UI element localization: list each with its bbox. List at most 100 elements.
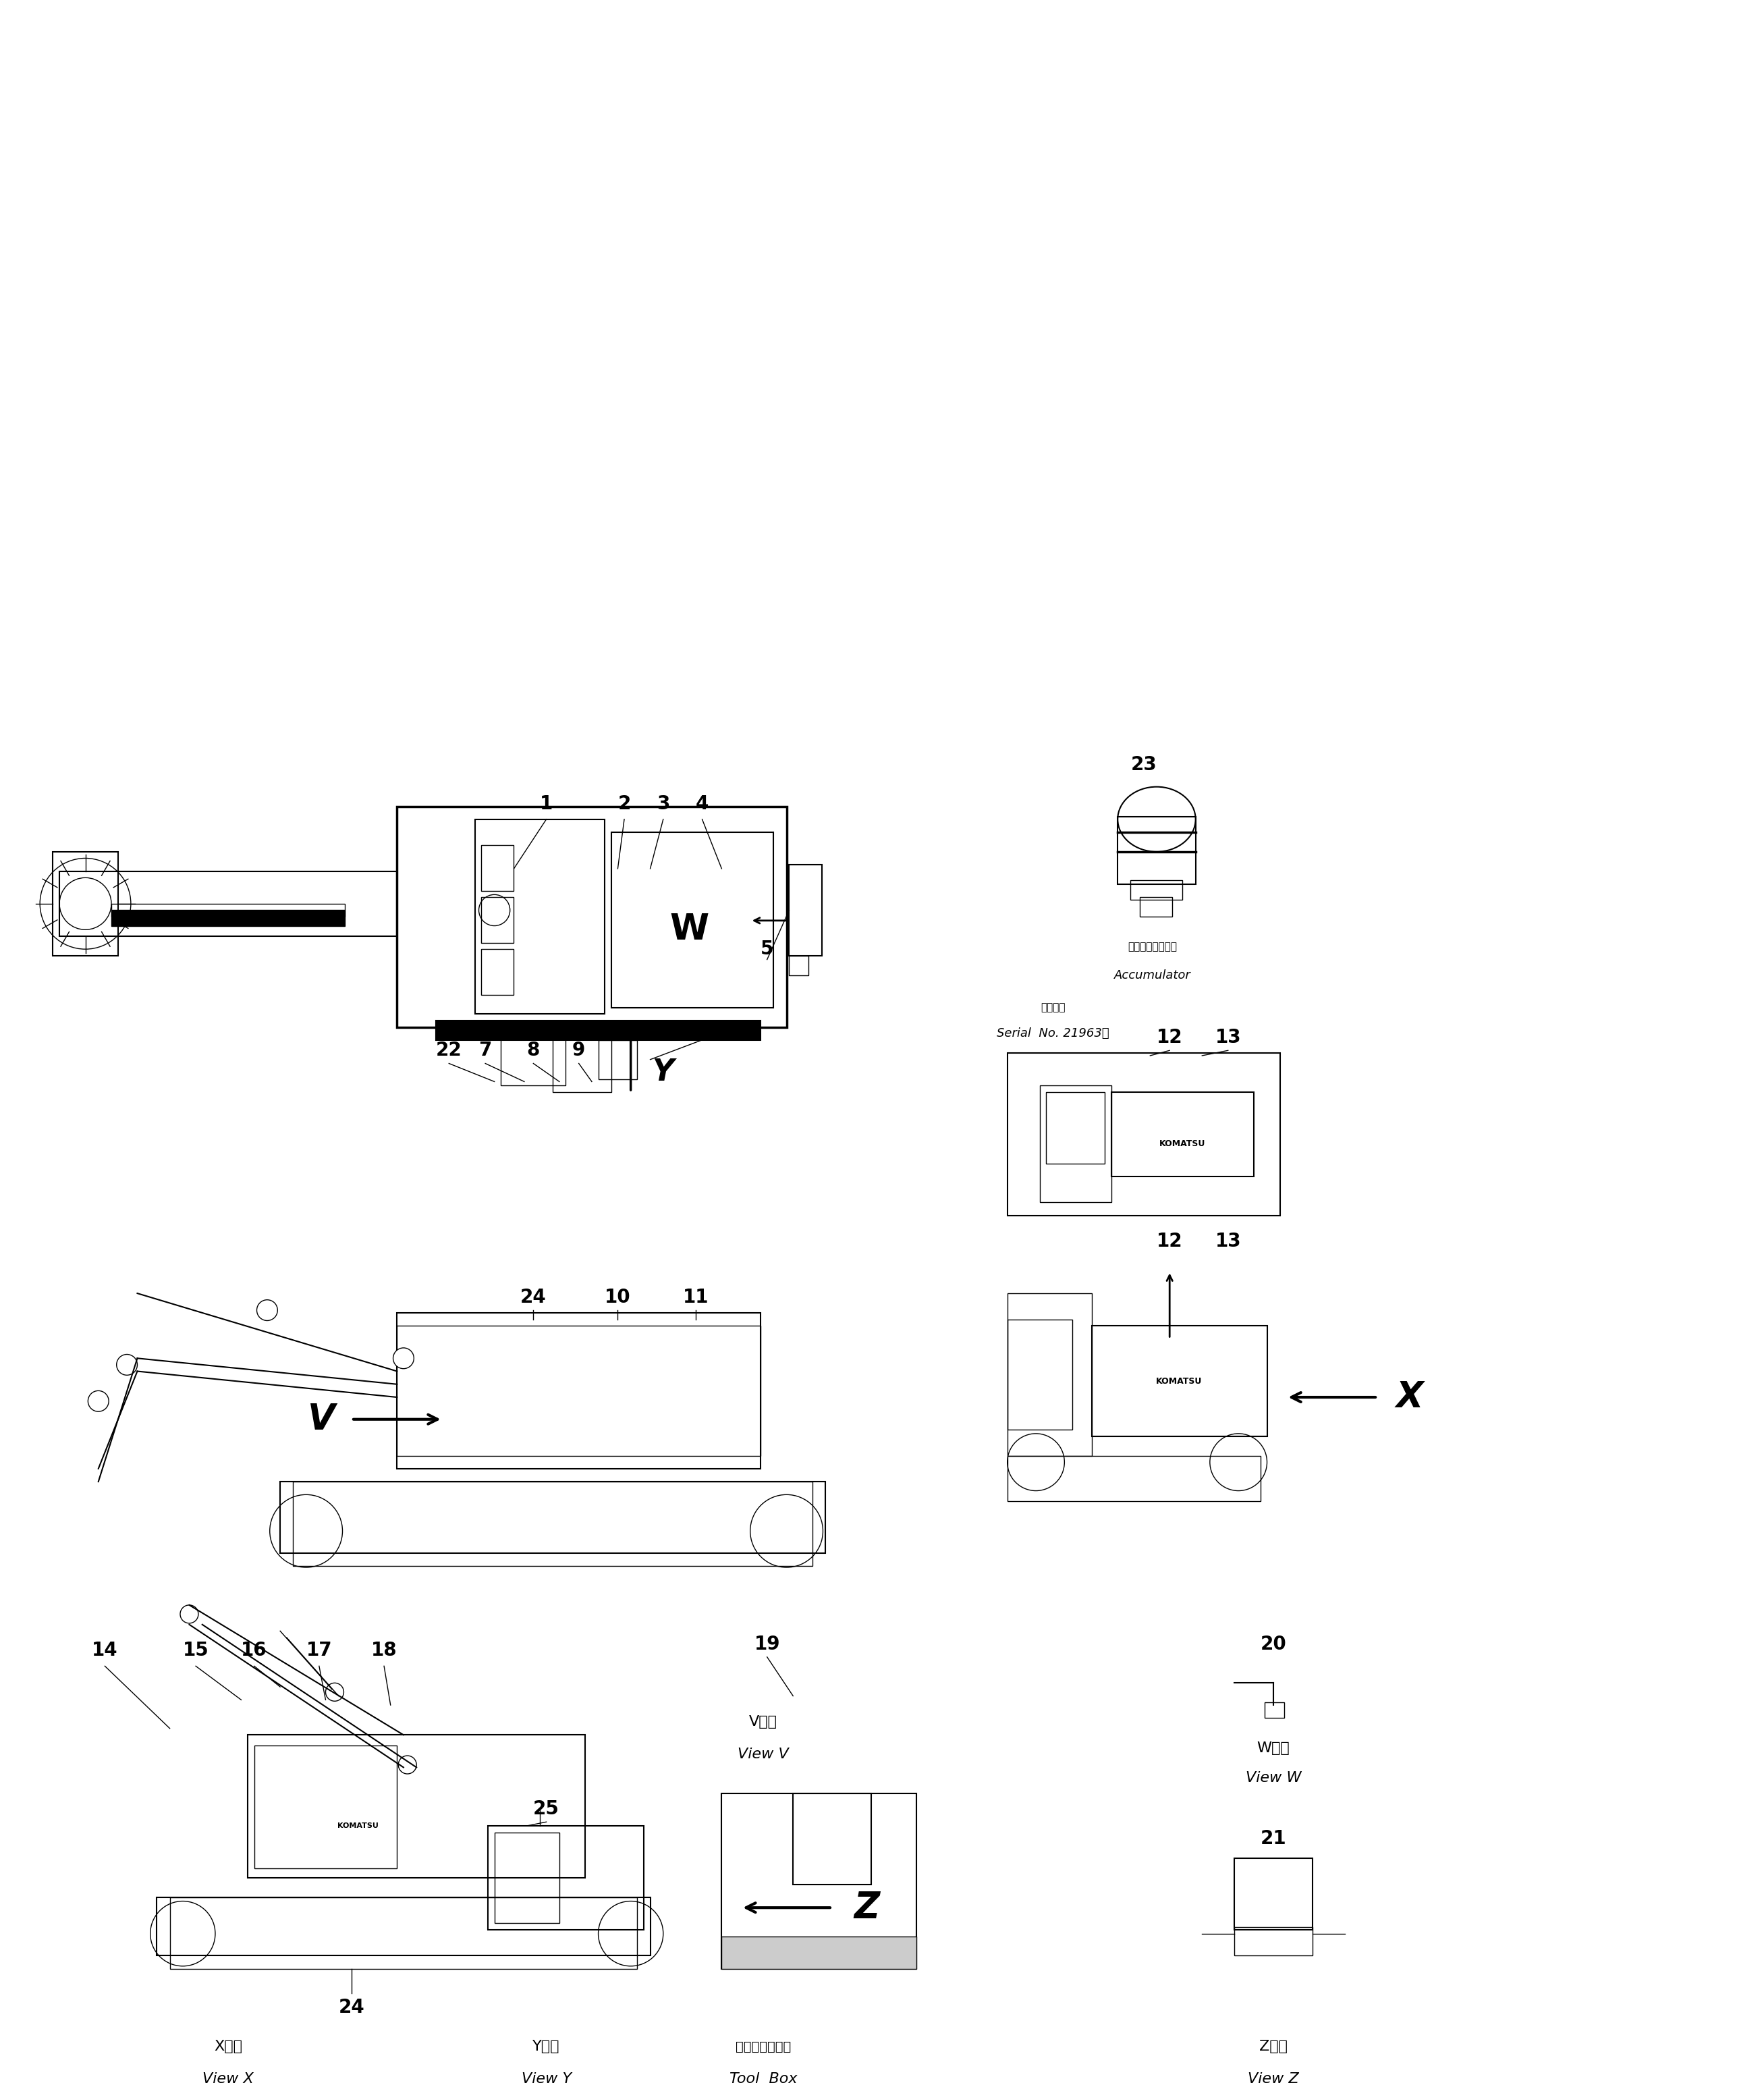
Bar	[111, 910, 346, 925]
Bar	[1046, 1091, 1104, 1164]
Text: 11: 11	[683, 1287, 709, 1306]
Bar	[482, 950, 513, 994]
Text: 23: 23	[1131, 756, 1157, 775]
Bar	[254, 1746, 397, 1868]
Text: View V: View V	[737, 1748, 789, 1760]
Bar	[280, 1481, 826, 1554]
Text: X: X	[1395, 1379, 1424, 1414]
Bar	[721, 1937, 917, 1968]
Text: Accumulator: Accumulator	[1115, 969, 1191, 981]
Text: W: W	[670, 912, 709, 948]
Bar	[1039, 1085, 1111, 1202]
Text: 12: 12	[1157, 1231, 1182, 1250]
Text: 14: 14	[92, 1641, 118, 1660]
Text: 4: 4	[695, 794, 709, 812]
Text: 6: 6	[729, 1025, 741, 1044]
Text: 16: 16	[242, 1641, 266, 1660]
Text: KOMATSU: KOMATSU	[1155, 1377, 1201, 1385]
Text: V　視: V 視	[750, 1714, 778, 1729]
Text: 12: 12	[1157, 1029, 1182, 1048]
Text: 21: 21	[1261, 1829, 1286, 1848]
Text: 24: 24	[520, 1287, 547, 1306]
Bar	[489, 1827, 644, 1929]
Text: 25: 25	[533, 1800, 559, 1818]
Text: 17: 17	[307, 1641, 332, 1660]
Bar	[789, 956, 808, 975]
Text: View X: View X	[203, 2073, 254, 2083]
Circle shape	[180, 1606, 198, 1623]
Text: View Y: View Y	[522, 2073, 572, 2083]
Text: 24: 24	[339, 1998, 365, 2016]
Text: W　視: W 視	[1258, 1741, 1289, 1754]
Circle shape	[88, 1391, 109, 1412]
Bar	[789, 864, 822, 956]
Text: ツールボックス: ツールボックス	[736, 2039, 790, 2054]
Text: V: V	[309, 1402, 335, 1437]
Text: 18: 18	[370, 1641, 397, 1660]
Text: 13: 13	[1215, 1231, 1242, 1250]
Bar	[293, 1481, 813, 1566]
Bar	[397, 1312, 760, 1469]
Text: 8: 8	[527, 1042, 540, 1060]
Text: X　視: X 視	[213, 2039, 242, 2054]
Bar	[552, 1033, 612, 1091]
Bar	[397, 1325, 760, 1456]
Bar	[482, 846, 513, 892]
Text: 19: 19	[753, 1635, 780, 1654]
Bar	[721, 1793, 917, 1968]
Bar	[53, 852, 118, 956]
Text: Y　視: Y 視	[533, 2039, 559, 2054]
Bar	[1092, 1325, 1267, 1435]
Text: 22: 22	[436, 1042, 462, 1060]
Text: 7: 7	[478, 1042, 492, 1060]
Text: Y: Y	[653, 1058, 674, 1087]
Text: 1: 1	[540, 794, 552, 812]
Circle shape	[326, 1683, 344, 1702]
Bar	[1235, 1858, 1312, 1929]
Text: Z　視: Z 視	[1259, 2039, 1288, 2054]
Bar	[1235, 1927, 1312, 1956]
Bar	[1118, 817, 1196, 883]
Circle shape	[258, 1300, 277, 1321]
Bar	[1265, 1702, 1284, 1718]
Text: View Z: View Z	[1247, 2073, 1298, 2083]
Bar	[1007, 1456, 1261, 1502]
Text: 9: 9	[572, 1042, 586, 1060]
Bar	[247, 1735, 586, 1877]
Bar	[1007, 1319, 1073, 1429]
Bar	[1131, 881, 1182, 900]
Text: 13: 13	[1215, 1029, 1242, 1048]
Text: KOMATSU: KOMATSU	[1159, 1139, 1205, 1148]
Bar	[612, 833, 774, 1008]
Bar	[169, 1898, 637, 1968]
Text: KOMATSU: KOMATSU	[337, 1823, 379, 1829]
Bar	[494, 1833, 559, 1923]
Text: View W: View W	[1245, 1771, 1302, 1785]
Bar	[1007, 1054, 1281, 1214]
Circle shape	[393, 1348, 415, 1369]
Bar	[482, 898, 513, 944]
Text: 20: 20	[1261, 1635, 1286, 1654]
Text: アキュームレータ: アキュームレータ	[1129, 942, 1177, 952]
Text: Serial  No. 21963～: Serial No. 21963～	[997, 1027, 1110, 1039]
Bar	[598, 1039, 637, 1079]
Bar	[397, 806, 787, 1027]
Bar	[60, 871, 397, 935]
Text: Tool  Box: Tool Box	[729, 2073, 797, 2083]
Bar	[157, 1898, 651, 1956]
Bar	[475, 819, 605, 1014]
Circle shape	[399, 1756, 416, 1775]
Text: 5: 5	[760, 939, 774, 958]
Text: 15: 15	[183, 1641, 208, 1660]
Bar	[436, 1021, 760, 1039]
Bar	[1111, 1091, 1254, 1177]
Text: 適用号機: 適用号機	[1041, 1002, 1065, 1012]
Circle shape	[116, 1354, 138, 1375]
Bar	[1007, 1294, 1092, 1456]
Bar	[111, 904, 346, 917]
Text: Z: Z	[854, 1889, 880, 1925]
Text: 2: 2	[617, 794, 632, 812]
Bar	[794, 1793, 871, 1885]
Text: 10: 10	[605, 1287, 632, 1306]
Bar	[501, 1035, 566, 1085]
